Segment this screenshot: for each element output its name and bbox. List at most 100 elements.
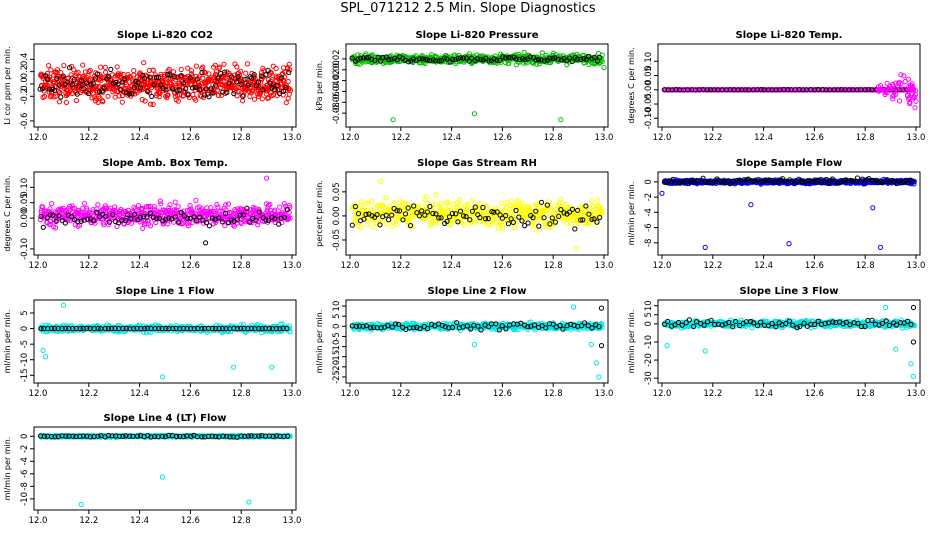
reference-point [45, 76, 51, 82]
data-point [239, 80, 245, 86]
y-axis-label: degrees C per min. [3, 175, 12, 251]
data-point [87, 67, 93, 74]
data-point [504, 199, 510, 205]
reference-point [224, 89, 230, 96]
data-point [236, 88, 242, 95]
data-point [288, 87, 294, 94]
reference-point [83, 80, 90, 86]
plot-frame [33, 299, 297, 384]
outlier-point [702, 244, 708, 250]
reference-point [206, 223, 212, 229]
data-point [63, 99, 70, 106]
data-point [569, 221, 575, 227]
x-tick-label: 12.4 [130, 389, 149, 399]
data-point [221, 61, 227, 67]
data-point [244, 61, 250, 67]
reference-point [229, 74, 235, 80]
reference-point [65, 79, 71, 85]
reference-point [46, 86, 53, 92]
reference-point [92, 75, 99, 81]
reference-point [226, 80, 232, 86]
reference-point [260, 87, 266, 93]
figure-title: SPL_071212 2.5 Min. Slope Diagnostics [340, 1, 596, 16]
reference-point [538, 199, 545, 205]
y-tick-label: 0 [332, 324, 342, 329]
y-axis-label: ml/min per min. [627, 182, 636, 246]
data-point [49, 201, 55, 207]
panel-title: Slope Line 1 Flow [116, 286, 215, 297]
reference-point [58, 94, 64, 100]
y-axis-label: ml/min per min. [315, 310, 324, 374]
outlier-point [390, 117, 396, 123]
outlier-point [264, 175, 270, 181]
reference-point [274, 82, 280, 89]
x-tick-label: 12.8 [544, 389, 563, 399]
reference-point [203, 86, 209, 92]
data-point [394, 221, 400, 228]
data-point [470, 197, 476, 203]
data-point [92, 98, 99, 104]
outlier-point [877, 244, 884, 250]
reference-point [178, 73, 184, 79]
x-tick-label: 12.8 [232, 389, 251, 399]
reference-point [54, 76, 60, 82]
reference-point [164, 72, 171, 78]
reference-point [240, 93, 246, 99]
data-point [53, 93, 59, 99]
plot-frame [345, 299, 609, 384]
data-point [175, 204, 181, 210]
reference-point [536, 223, 542, 229]
data-point [432, 201, 438, 207]
reference-point [156, 74, 162, 81]
data-point [116, 93, 122, 99]
data-point [61, 63, 67, 69]
data-point [97, 95, 103, 101]
data-point [95, 99, 101, 106]
data-point [172, 199, 178, 205]
outlier-point [870, 205, 876, 211]
x-tick-label: 12.0 [29, 389, 48, 399]
data-point [251, 96, 258, 102]
data-point [397, 197, 403, 203]
reference-point [49, 86, 55, 92]
x-tick-label: 12.6 [181, 133, 200, 143]
data-point [142, 98, 148, 104]
data-point [119, 99, 125, 105]
y-tick-label: 5 [332, 313, 342, 318]
data-point [433, 192, 439, 198]
reference-point [108, 66, 114, 73]
data-point [98, 64, 104, 70]
x-tick-label: 12.6 [493, 261, 512, 271]
data-point [193, 63, 199, 69]
x-tick-label: 12.0 [341, 261, 360, 271]
x-tick-label: 12.8 [232, 261, 251, 271]
data-point [54, 73, 60, 79]
x-tick-label: 12.0 [653, 261, 672, 271]
reference-point [126, 91, 132, 97]
data-point [508, 198, 514, 204]
data-point [248, 90, 254, 96]
y-axis-label: kPa per min. [315, 60, 324, 110]
data-point [512, 225, 518, 231]
reference-point [267, 80, 273, 86]
reference-point [123, 90, 130, 96]
reference-point [377, 222, 383, 228]
reference-point [258, 73, 264, 79]
y-tick-label: -10 [332, 340, 342, 354]
reference-point [37, 86, 43, 92]
outlier-point [601, 65, 607, 71]
data-point [283, 100, 289, 106]
reference-point [145, 89, 151, 95]
reference-point [192, 84, 198, 90]
y-tick-label: 0 [20, 326, 30, 331]
reference-point [206, 94, 212, 100]
x-tick-label: 12.6 [181, 261, 200, 271]
y-axis-label: degrees C per min. [627, 47, 636, 123]
data-point [158, 201, 164, 207]
reference-point [277, 90, 283, 97]
panel-title: Slope Li-820 Pressure [415, 30, 538, 41]
data-point [202, 70, 208, 76]
y-tick-label: -10 [20, 353, 30, 367]
